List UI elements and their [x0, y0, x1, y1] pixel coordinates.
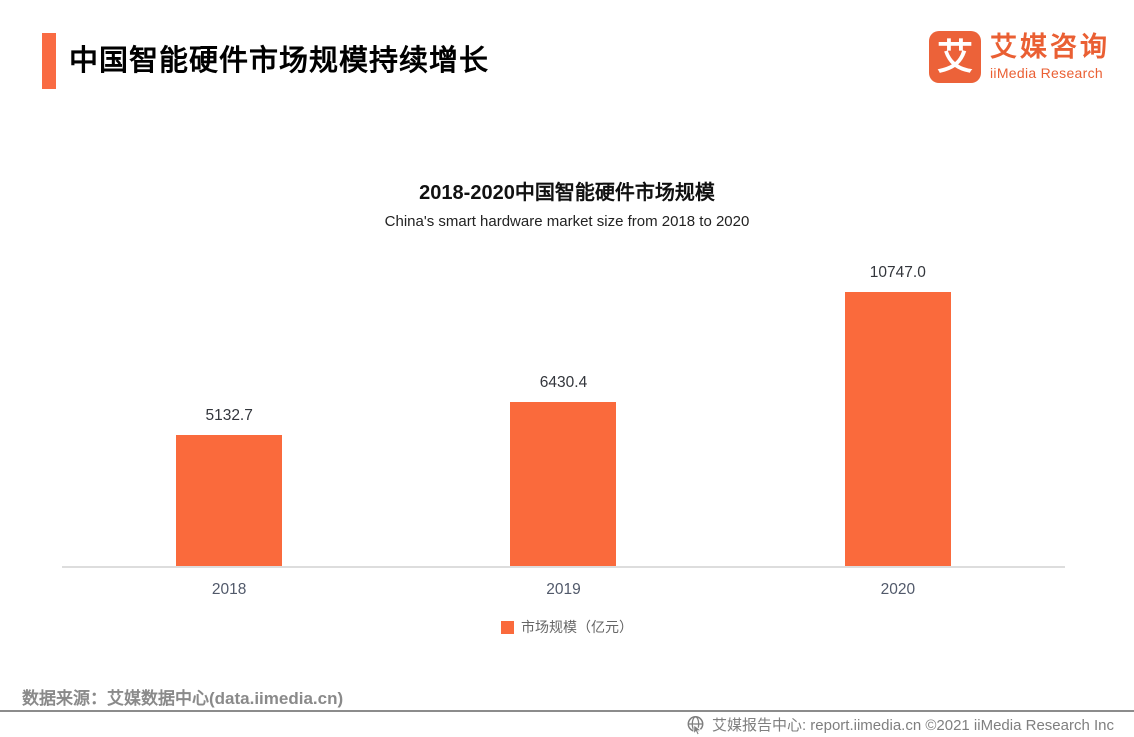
brand-logo: 艾 艾媒咨询 iiMedia Research	[929, 31, 1110, 83]
bar	[510, 402, 617, 566]
chart-title: 2018-2020中国智能硬件市场规模	[419, 182, 715, 204]
iimedia-logo-icon: 艾	[929, 31, 981, 83]
x-axis-label: 2018	[211, 581, 247, 598]
bar	[844, 292, 951, 566]
bars-area: 5132.7 6430.4 10747.0	[62, 264, 1065, 566]
globe-cursor-icon	[686, 715, 706, 735]
legend-swatch	[501, 620, 514, 634]
x-axis-line	[62, 566, 1065, 568]
data-source-note: 数据来源：艾媒数据中心(data.iimedia.cn)	[22, 689, 344, 708]
bar-group-2019: 6430.4	[396, 374, 730, 566]
logo-text: 艾媒咨询 iiMedia Research	[990, 32, 1110, 81]
footer-report-text: 艾媒报告中心: report.iimedia.cn ©2021 iiMedia …	[711, 717, 1114, 734]
title-accent-bar	[42, 33, 56, 89]
bar-group-2018: 5132.7	[62, 407, 396, 566]
chart-subtitle: China's smart hardware market size from …	[384, 213, 750, 230]
bar-group-2020: 10747.0	[731, 264, 1065, 566]
brand-name-cn: 艾媒咨询	[990, 32, 1110, 63]
bar-value-label: 5132.7	[205, 407, 253, 424]
x-axis-labels: 2018 2019 2020	[62, 581, 1065, 599]
footer-report-center: 艾媒报告中心: report.iimedia.cn ©2021 iiMedia …	[686, 714, 1114, 735]
bar-value-label: 10747.0	[869, 264, 926, 281]
bar-chart: 5132.7 6430.4 10747.0 2018 2019 2020	[62, 264, 1065, 599]
header: 中国智能硬件市场规模持续增长	[42, 33, 489, 89]
brand-name-en: iiMedia Research	[990, 64, 1103, 81]
x-axis-label: 2020	[880, 581, 916, 598]
bar	[176, 435, 283, 566]
bar-value-label: 6430.4	[539, 374, 588, 391]
page-title: 中国智能硬件市场规模持续增长	[69, 44, 490, 77]
footer-divider	[0, 710, 1134, 712]
legend-label: 市场规模（亿元）	[521, 619, 633, 635]
x-axis-label: 2019	[546, 581, 581, 598]
chart-legend: 市场规模（亿元）	[0, 617, 1134, 637]
